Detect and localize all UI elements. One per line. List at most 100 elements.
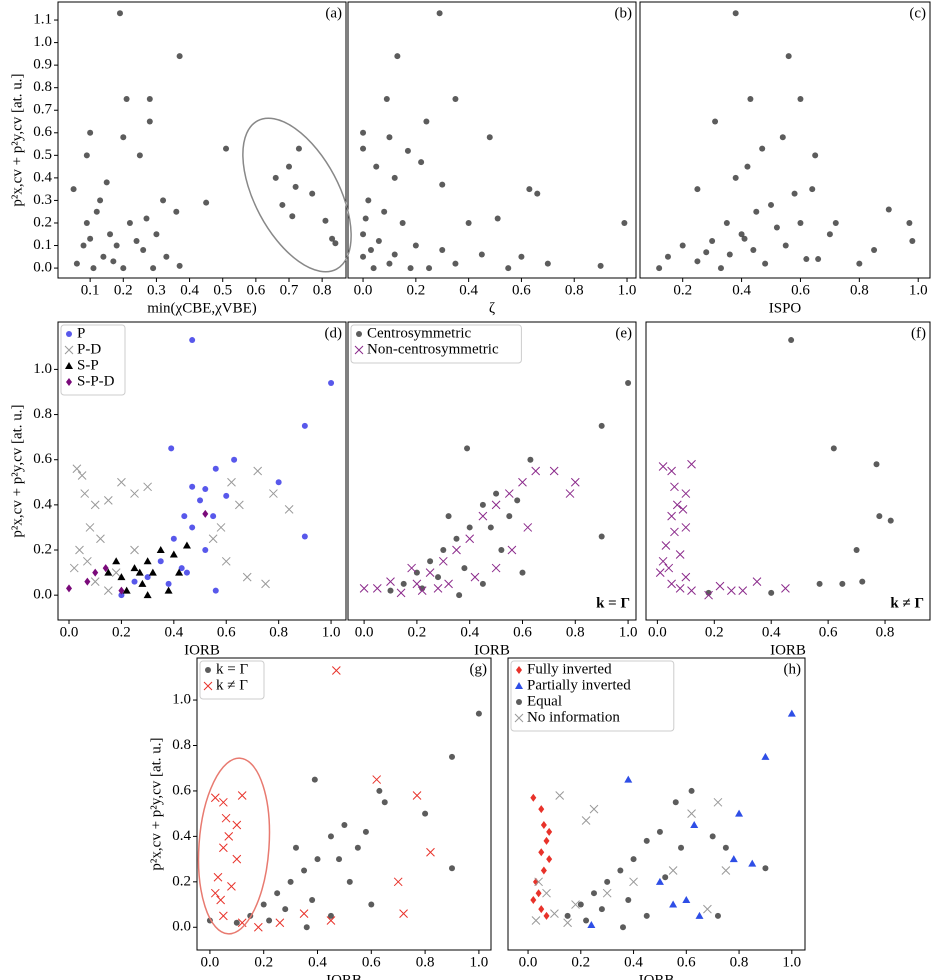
point	[96, 534, 105, 544]
legend-label: P-D	[77, 341, 101, 357]
x-tick-label: 1.0	[782, 954, 801, 970]
point	[571, 900, 580, 909]
point	[72, 464, 82, 474]
panel-label: (b)	[615, 5, 633, 21]
point	[688, 787, 695, 794]
point	[624, 775, 633, 783]
point	[412, 579, 422, 589]
point	[301, 422, 308, 429]
point	[531, 916, 541, 925]
point	[590, 890, 597, 897]
y-tick-label: 1.0	[172, 691, 191, 707]
point	[375, 238, 382, 245]
point	[386, 260, 393, 267]
point	[202, 486, 209, 493]
point	[439, 181, 446, 188]
point	[598, 422, 605, 429]
x-tick-label: 1.0	[322, 624, 341, 640]
point	[370, 265, 377, 272]
x-axis-label: IORB	[474, 642, 510, 658]
y-tick-label: 0.3	[33, 192, 52, 208]
plot-frame	[57, 321, 347, 621]
point	[506, 513, 513, 520]
point	[212, 465, 219, 472]
point	[436, 10, 443, 17]
point	[587, 921, 596, 929]
legend-marker	[515, 682, 523, 689]
point	[435, 574, 442, 581]
point	[178, 565, 185, 572]
point	[90, 265, 97, 272]
point	[112, 557, 121, 565]
point	[709, 833, 716, 840]
point	[679, 242, 686, 249]
point	[504, 489, 514, 498]
point	[534, 877, 543, 887]
x-tick-label: 1.0	[619, 624, 638, 640]
point	[367, 247, 374, 254]
point	[427, 558, 434, 565]
point	[859, 578, 866, 585]
point	[542, 888, 551, 898]
point	[425, 568, 435, 577]
point	[182, 541, 191, 549]
point	[717, 265, 724, 272]
panel-label: (d)	[325, 325, 343, 341]
point	[266, 917, 273, 924]
point	[530, 793, 537, 802]
point	[103, 586, 113, 596]
x-tick-label: 0.6	[217, 624, 236, 640]
point	[399, 219, 406, 226]
point	[84, 577, 91, 586]
point	[543, 836, 550, 845]
point	[426, 847, 435, 857]
legend-marker	[356, 331, 362, 337]
y-tick-label: 1.0	[33, 34, 52, 50]
point	[630, 856, 637, 863]
point	[232, 854, 242, 864]
point	[538, 905, 545, 914]
point	[479, 580, 486, 587]
y-tick-label: 0.4	[33, 496, 52, 512]
point	[682, 896, 691, 904]
point	[625, 379, 632, 386]
point	[466, 524, 473, 531]
point	[750, 247, 757, 254]
legend-label: S-P-D	[77, 373, 115, 389]
y-tick-label: 0.7	[33, 102, 52, 118]
point	[133, 238, 140, 245]
point	[372, 775, 382, 784]
point	[687, 809, 696, 819]
point	[292, 183, 299, 190]
point	[372, 584, 382, 593]
point	[301, 533, 308, 540]
x-tick-label: 0.8	[416, 954, 435, 970]
x-tick-label: 0.6	[246, 282, 265, 298]
point	[299, 909, 309, 918]
point	[202, 547, 209, 554]
plot-frame	[507, 657, 806, 951]
point	[681, 489, 691, 498]
y-tick-label: 0.6	[33, 124, 52, 140]
point	[419, 585, 426, 592]
point	[309, 897, 316, 904]
point	[662, 874, 669, 881]
point	[303, 924, 310, 931]
point	[729, 855, 738, 863]
point	[331, 666, 341, 675]
x-tick-label: 0.8	[730, 954, 749, 970]
point	[381, 208, 388, 215]
point	[118, 592, 125, 599]
point	[210, 513, 217, 520]
point	[326, 916, 336, 925]
point	[493, 490, 500, 497]
y-tick-label: 0.0	[172, 919, 191, 935]
point	[465, 534, 475, 544]
legend-label: k = Γ	[216, 661, 248, 677]
y-tick-label: 0.0	[33, 260, 52, 276]
point	[189, 337, 196, 344]
point	[448, 753, 455, 760]
point	[527, 456, 534, 463]
point	[440, 547, 447, 554]
x-tick-label: 0.2	[406, 282, 425, 298]
